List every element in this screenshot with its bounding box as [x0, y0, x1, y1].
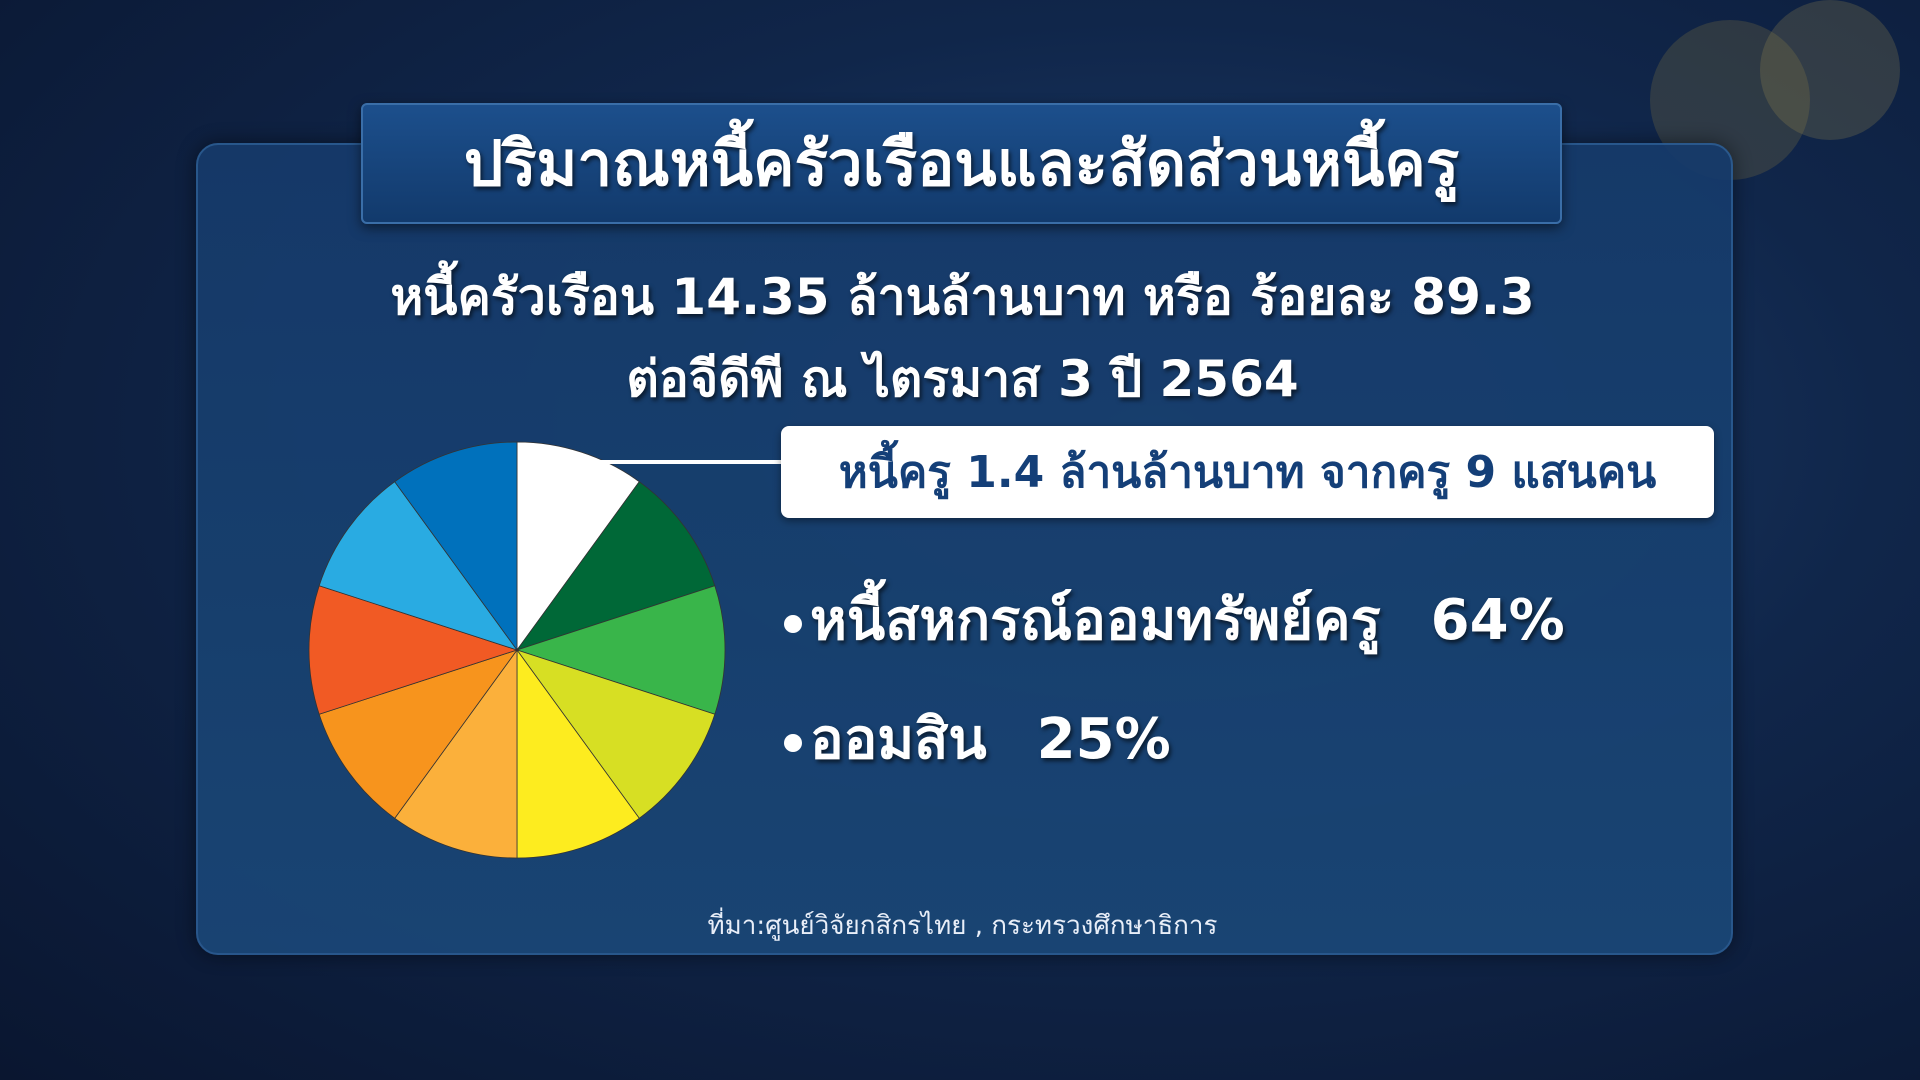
page-title: ปริมาณหนี้ครัวเรือนและสัดส่วนหนี้ครู — [463, 126, 1460, 200]
bullet-item: ออมสิน 25% — [784, 694, 1171, 783]
pie-slice-9 — [318, 481, 519, 651]
pie-slice-6 — [394, 648, 518, 859]
callout-leader-line — [600, 460, 781, 464]
subtitle-line-2: ต่อจีดีพี ณ ไตรมาส 3 ปี 2564 — [626, 350, 1299, 408]
pie-slice-8 — [308, 585, 519, 715]
bullet-dot-icon — [784, 733, 802, 752]
bullet-label: ออมสิน — [810, 707, 987, 772]
background-coin — [1760, 0, 1900, 140]
bullet-dot-icon — [784, 614, 802, 633]
source-note: ที่มา:ศูนย์วิจัยกสิกรไทย , กระทรวงศึกษาธ… — [707, 911, 1218, 941]
callout-text: หนี้ครู 1.4 ล้านล้านบาท จากครู 9 แสนคน — [838, 447, 1657, 498]
pie-slice-2 — [515, 481, 716, 651]
pie-slice-3 — [515, 585, 726, 715]
callout-box: หนี้ครู 1.4 ล้านล้านบาท จากครู 9 แสนคน — [781, 426, 1714, 518]
bullet-value: 25% — [1036, 707, 1171, 772]
pie-chart — [308, 441, 726, 859]
pie-slice-1 — [516, 441, 640, 652]
bullet-value: 64% — [1430, 588, 1565, 653]
bullet-item: หนี้สหกรณ์ออมทรัพย์ครู 64% — [784, 575, 1565, 664]
title-banner: ปริมาณหนี้ครัวเรือนและสัดส่วนหนี้ครู — [361, 103, 1562, 224]
pie-slice-5 — [516, 648, 640, 859]
pie-slice-4 — [515, 649, 716, 819]
pie-slice-7 — [318, 649, 519, 819]
bullet-label: หนี้สหกรณ์ออมทรัพย์ครู — [810, 588, 1381, 653]
pie-slice-10 — [394, 441, 518, 652]
subtitle-line-1: หนี้ครัวเรือน 14.35 ล้านล้านบาท หรือ ร้อ… — [390, 268, 1535, 326]
